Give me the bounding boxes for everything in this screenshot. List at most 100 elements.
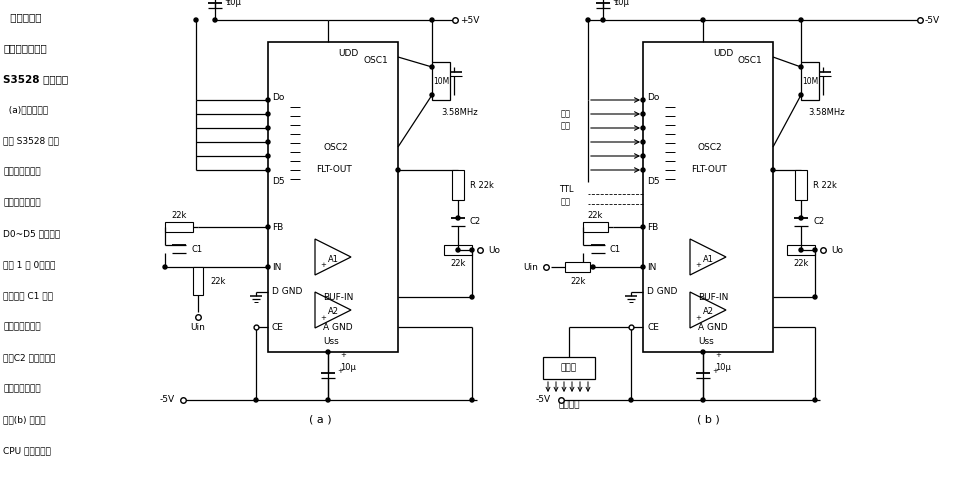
Circle shape bbox=[799, 93, 803, 97]
Text: OSC2: OSC2 bbox=[698, 143, 723, 152]
Text: 电路 S3528 单独: 电路 S3528 单独 bbox=[3, 136, 59, 145]
Text: C1: C1 bbox=[610, 245, 621, 253]
Circle shape bbox=[813, 295, 817, 299]
Text: +: + bbox=[695, 262, 701, 268]
Text: 10µ: 10µ bbox=[715, 362, 731, 371]
Circle shape bbox=[194, 18, 198, 22]
Text: 10µ: 10µ bbox=[225, 0, 241, 6]
Circle shape bbox=[430, 93, 434, 97]
Text: D GND: D GND bbox=[272, 287, 303, 296]
Circle shape bbox=[430, 18, 434, 22]
Text: OSC1: OSC1 bbox=[738, 55, 763, 64]
Text: FB: FB bbox=[272, 223, 283, 232]
Text: Uo: Uo bbox=[831, 246, 843, 254]
Text: IN: IN bbox=[272, 262, 282, 271]
Circle shape bbox=[430, 65, 434, 69]
Text: 总线: 总线 bbox=[561, 121, 571, 131]
Bar bbox=[193, 267, 203, 295]
Text: CE: CE bbox=[272, 322, 283, 331]
Circle shape bbox=[254, 398, 258, 402]
Text: D0~D5 各位数据: D0~D5 各位数据 bbox=[3, 229, 61, 238]
Text: (a)电路是集成: (a)电路是集成 bbox=[3, 105, 48, 114]
Text: 波器应用电路。: 波器应用电路。 bbox=[3, 198, 40, 207]
Text: +5V: +5V bbox=[460, 15, 480, 24]
Circle shape bbox=[799, 216, 803, 220]
Text: Uin: Uin bbox=[523, 262, 538, 271]
Circle shape bbox=[396, 168, 400, 172]
Circle shape bbox=[601, 18, 605, 22]
Text: +: + bbox=[340, 352, 346, 358]
Bar bbox=[452, 170, 464, 200]
Text: FLT-OUT: FLT-OUT bbox=[316, 166, 352, 175]
Circle shape bbox=[641, 112, 645, 116]
Text: 22k: 22k bbox=[570, 276, 585, 285]
Text: 10M: 10M bbox=[801, 76, 818, 85]
Text: BUF-IN: BUF-IN bbox=[323, 292, 354, 301]
Bar bbox=[795, 170, 807, 200]
Text: C2: C2 bbox=[470, 218, 481, 227]
Text: 22k: 22k bbox=[451, 259, 466, 268]
Circle shape bbox=[266, 225, 270, 229]
Text: 作为开关电容滤: 作为开关电容滤 bbox=[3, 167, 40, 176]
Text: D5: D5 bbox=[647, 178, 659, 187]
Circle shape bbox=[771, 168, 775, 172]
Text: FLT-OUT: FLT-OUT bbox=[691, 166, 727, 175]
Text: CPU 接口使用。: CPU 接口使用。 bbox=[3, 446, 51, 455]
Text: 象；C2 的功能是消: 象；C2 的功能是消 bbox=[3, 353, 56, 362]
Text: 10M: 10M bbox=[432, 76, 449, 85]
Text: 声。(b) 电路与: 声。(b) 电路与 bbox=[3, 415, 45, 424]
Text: 能是防止混迭现: 能是防止混迭现 bbox=[3, 322, 40, 331]
Text: A GND: A GND bbox=[698, 322, 727, 331]
Circle shape bbox=[266, 168, 270, 172]
Text: CE: CE bbox=[647, 322, 659, 331]
Text: +: + bbox=[320, 262, 326, 268]
Bar bbox=[643, 42, 773, 352]
Circle shape bbox=[470, 295, 474, 299]
Circle shape bbox=[641, 126, 645, 130]
Text: 地址码: 地址码 bbox=[561, 363, 577, 372]
Text: -5V: -5V bbox=[925, 15, 940, 24]
Circle shape bbox=[266, 265, 270, 269]
Text: 数据: 数据 bbox=[561, 109, 571, 118]
Text: D5: D5 bbox=[272, 178, 284, 187]
Text: 22k: 22k bbox=[794, 259, 809, 268]
Text: C1: C1 bbox=[191, 245, 202, 253]
Text: 行址总线: 行址总线 bbox=[558, 401, 579, 410]
Text: -5V: -5V bbox=[536, 396, 551, 405]
Text: 3.58MHz: 3.58MHz bbox=[809, 107, 846, 116]
Text: 10µ: 10µ bbox=[613, 0, 628, 6]
Circle shape bbox=[326, 398, 330, 402]
Text: 22k: 22k bbox=[210, 276, 226, 285]
Text: 电平: 电平 bbox=[561, 198, 571, 207]
Circle shape bbox=[799, 248, 803, 252]
Circle shape bbox=[266, 98, 270, 102]
Text: A1: A1 bbox=[328, 254, 338, 263]
Text: FB: FB bbox=[647, 223, 658, 232]
Text: 可编程开关: 可编程开关 bbox=[3, 12, 41, 22]
Bar bbox=[565, 262, 590, 272]
Text: UDD: UDD bbox=[338, 48, 358, 57]
Circle shape bbox=[701, 350, 705, 354]
Circle shape bbox=[470, 248, 474, 252]
Text: R 22k: R 22k bbox=[813, 181, 837, 190]
Circle shape bbox=[701, 398, 705, 402]
Circle shape bbox=[629, 398, 633, 402]
Circle shape bbox=[266, 126, 270, 130]
Circle shape bbox=[266, 112, 270, 116]
Circle shape bbox=[586, 18, 590, 22]
Circle shape bbox=[641, 265, 645, 269]
Text: +: + bbox=[715, 352, 721, 358]
Text: +: + bbox=[337, 368, 343, 374]
Text: UDD: UDD bbox=[713, 48, 733, 57]
Circle shape bbox=[266, 140, 270, 144]
Text: Uss: Uss bbox=[698, 337, 714, 346]
Circle shape bbox=[701, 18, 705, 22]
Text: Do: Do bbox=[272, 92, 284, 101]
Text: R 22k: R 22k bbox=[470, 181, 494, 190]
Text: C2: C2 bbox=[813, 218, 825, 227]
Circle shape bbox=[641, 168, 645, 172]
Circle shape bbox=[641, 98, 645, 102]
Text: D GND: D GND bbox=[647, 287, 678, 296]
Text: +: + bbox=[695, 315, 701, 321]
Text: ( a ): ( a ) bbox=[308, 415, 332, 425]
